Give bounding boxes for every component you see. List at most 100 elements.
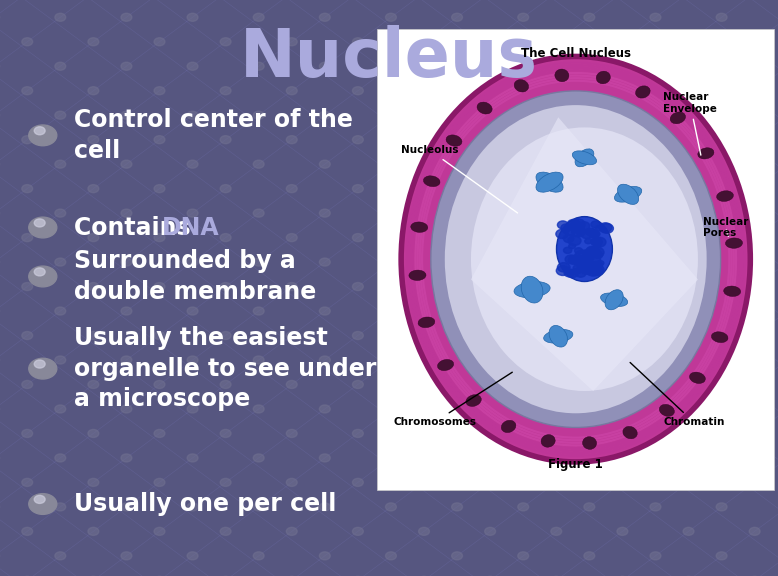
- Circle shape: [717, 209, 727, 217]
- Text: Figure 1: Figure 1: [548, 458, 603, 471]
- Circle shape: [581, 261, 596, 272]
- Circle shape: [121, 209, 132, 217]
- Circle shape: [220, 38, 231, 46]
- Circle shape: [419, 331, 429, 340]
- Ellipse shape: [670, 112, 685, 124]
- Ellipse shape: [415, 72, 737, 446]
- Circle shape: [286, 331, 297, 340]
- Circle shape: [591, 238, 602, 246]
- Circle shape: [573, 255, 585, 264]
- Circle shape: [557, 221, 568, 229]
- Circle shape: [717, 405, 727, 413]
- Ellipse shape: [405, 60, 747, 458]
- Circle shape: [617, 478, 628, 486]
- Circle shape: [485, 282, 496, 290]
- Circle shape: [352, 234, 363, 242]
- Circle shape: [352, 528, 363, 536]
- Circle shape: [580, 265, 593, 274]
- Circle shape: [154, 282, 165, 290]
- Circle shape: [584, 13, 595, 21]
- Circle shape: [650, 356, 661, 364]
- Circle shape: [569, 244, 576, 249]
- Circle shape: [717, 111, 727, 119]
- Circle shape: [683, 38, 694, 46]
- Circle shape: [518, 13, 529, 21]
- Circle shape: [452, 111, 463, 119]
- Circle shape: [154, 38, 165, 46]
- Ellipse shape: [601, 293, 628, 306]
- Circle shape: [518, 405, 529, 413]
- Circle shape: [320, 503, 331, 511]
- Circle shape: [573, 265, 580, 271]
- Text: Nucleolus: Nucleolus: [401, 145, 517, 213]
- Ellipse shape: [401, 56, 750, 462]
- Ellipse shape: [412, 69, 739, 449]
- Ellipse shape: [417, 75, 734, 444]
- Circle shape: [88, 331, 99, 340]
- Circle shape: [617, 430, 628, 438]
- Circle shape: [683, 331, 694, 340]
- Ellipse shape: [514, 79, 528, 92]
- Ellipse shape: [419, 76, 733, 442]
- Circle shape: [568, 236, 581, 245]
- Circle shape: [584, 258, 595, 266]
- Circle shape: [154, 528, 165, 536]
- Circle shape: [154, 331, 165, 340]
- Text: Control center of the
cell: Control center of the cell: [74, 108, 352, 162]
- Circle shape: [352, 87, 363, 94]
- Text: Chromatin: Chromatin: [630, 362, 724, 427]
- Circle shape: [565, 255, 576, 264]
- Circle shape: [320, 552, 331, 560]
- Ellipse shape: [424, 84, 727, 435]
- Circle shape: [254, 160, 265, 168]
- Circle shape: [254, 552, 265, 560]
- Circle shape: [650, 503, 661, 511]
- Circle shape: [592, 262, 602, 269]
- Circle shape: [254, 307, 265, 315]
- Circle shape: [54, 209, 65, 217]
- Circle shape: [594, 252, 603, 258]
- Circle shape: [551, 184, 562, 192]
- Circle shape: [683, 380, 694, 389]
- Circle shape: [254, 62, 265, 70]
- Circle shape: [121, 160, 132, 168]
- Circle shape: [584, 266, 591, 271]
- Circle shape: [555, 229, 568, 238]
- Circle shape: [121, 503, 132, 511]
- Circle shape: [650, 209, 661, 217]
- Circle shape: [581, 229, 594, 238]
- Circle shape: [320, 111, 331, 119]
- Circle shape: [386, 13, 397, 21]
- Ellipse shape: [415, 74, 736, 445]
- Ellipse shape: [423, 82, 728, 437]
- Circle shape: [386, 209, 397, 217]
- Circle shape: [650, 552, 661, 560]
- Circle shape: [563, 235, 574, 242]
- Circle shape: [485, 136, 496, 144]
- Ellipse shape: [423, 176, 440, 187]
- Circle shape: [683, 184, 694, 192]
- Circle shape: [595, 225, 603, 231]
- Circle shape: [617, 38, 628, 46]
- Circle shape: [575, 251, 590, 262]
- Circle shape: [518, 258, 529, 266]
- Circle shape: [452, 307, 463, 315]
- Circle shape: [717, 503, 727, 511]
- Circle shape: [22, 136, 33, 144]
- Circle shape: [154, 234, 165, 242]
- Circle shape: [575, 269, 586, 277]
- Circle shape: [551, 87, 562, 94]
- Circle shape: [352, 184, 363, 192]
- Ellipse shape: [409, 270, 426, 281]
- Text: Usually one per cell: Usually one per cell: [74, 492, 336, 516]
- Text: Usually the easiest
organelle to see under
a microscope: Usually the easiest organelle to see und…: [74, 326, 377, 411]
- Circle shape: [584, 356, 595, 364]
- Circle shape: [576, 230, 584, 236]
- Circle shape: [352, 380, 363, 389]
- Circle shape: [617, 331, 628, 340]
- Circle shape: [320, 454, 331, 462]
- Ellipse shape: [401, 56, 750, 462]
- Circle shape: [518, 552, 529, 560]
- Circle shape: [717, 62, 727, 70]
- Circle shape: [452, 209, 463, 217]
